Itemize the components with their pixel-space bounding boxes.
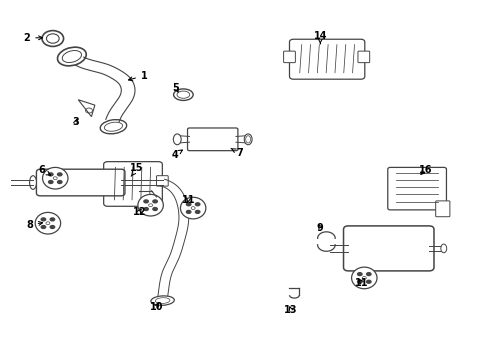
Circle shape: [356, 272, 362, 276]
Text: 8: 8: [26, 220, 42, 230]
FancyBboxPatch shape: [156, 176, 168, 186]
Ellipse shape: [440, 244, 446, 253]
Polygon shape: [76, 57, 135, 122]
Text: 2: 2: [23, 33, 42, 43]
FancyBboxPatch shape: [103, 162, 162, 206]
Circle shape: [365, 272, 371, 276]
Ellipse shape: [138, 194, 163, 216]
FancyBboxPatch shape: [357, 51, 369, 63]
Circle shape: [365, 280, 371, 284]
FancyBboxPatch shape: [435, 201, 449, 217]
FancyBboxPatch shape: [37, 169, 125, 196]
Ellipse shape: [42, 167, 68, 189]
Circle shape: [152, 207, 158, 211]
Text: 5: 5: [172, 83, 179, 93]
Circle shape: [185, 210, 191, 214]
Ellipse shape: [180, 197, 205, 219]
Circle shape: [41, 225, 46, 229]
Circle shape: [143, 207, 149, 211]
Text: 6: 6: [38, 165, 50, 175]
Ellipse shape: [35, 212, 61, 234]
Text: 1: 1: [128, 71, 147, 81]
Ellipse shape: [244, 134, 252, 145]
Text: 7: 7: [230, 148, 243, 158]
FancyBboxPatch shape: [283, 51, 295, 63]
Circle shape: [57, 180, 62, 184]
Text: 12: 12: [132, 207, 146, 217]
FancyBboxPatch shape: [187, 128, 237, 151]
Polygon shape: [158, 179, 188, 298]
Circle shape: [356, 280, 362, 284]
Ellipse shape: [173, 134, 181, 145]
FancyBboxPatch shape: [289, 39, 364, 79]
Circle shape: [48, 172, 54, 176]
Circle shape: [48, 180, 54, 184]
FancyBboxPatch shape: [98, 176, 109, 186]
Text: 16: 16: [418, 165, 431, 175]
Text: 13: 13: [284, 305, 297, 315]
Ellipse shape: [151, 296, 174, 305]
Ellipse shape: [351, 267, 376, 289]
Circle shape: [41, 217, 46, 221]
Circle shape: [194, 210, 200, 214]
Circle shape: [49, 217, 55, 221]
Text: 15: 15: [130, 163, 143, 176]
Text: 11: 11: [354, 278, 368, 288]
FancyBboxPatch shape: [387, 167, 446, 210]
Text: 4: 4: [171, 150, 182, 160]
Circle shape: [143, 199, 149, 203]
Text: 10: 10: [149, 302, 163, 312]
Circle shape: [185, 202, 191, 206]
Circle shape: [194, 202, 200, 206]
Ellipse shape: [30, 176, 37, 189]
Text: 14: 14: [313, 31, 326, 44]
FancyBboxPatch shape: [343, 226, 433, 271]
Circle shape: [49, 225, 55, 229]
Circle shape: [152, 199, 158, 203]
Text: 3: 3: [72, 117, 79, 127]
Text: 9: 9: [316, 222, 323, 233]
Circle shape: [57, 172, 62, 176]
Text: 11: 11: [181, 195, 195, 205]
